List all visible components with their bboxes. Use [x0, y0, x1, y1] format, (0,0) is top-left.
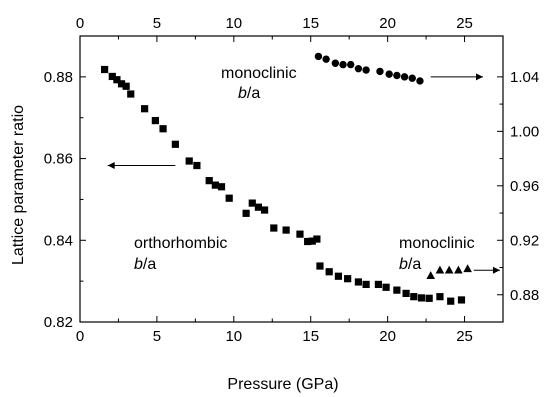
y-right-tick-label: 1.00 [510, 123, 539, 140]
square-point [457, 296, 466, 304]
circle-point [393, 71, 401, 80]
circle-point [339, 60, 347, 69]
annotation-monoclinic-bottom-ratio: b/a [399, 256, 421, 273]
square-point [362, 280, 370, 289]
x-tick-label-bottom: 20 [379, 328, 396, 345]
square-point [171, 140, 179, 148]
square-point [304, 237, 312, 246]
square-point [254, 203, 263, 211]
square-point [270, 224, 278, 232]
square-point [205, 177, 213, 185]
square-point [193, 161, 201, 170]
square-point [402, 289, 410, 297]
y-right-tick-label: 0.96 [510, 178, 539, 195]
axis-ticks: 0 0 5 5 10 10 15 15 20 20 25 25 0.82 0.84 0.86 0.88 0.88… [44, 15, 539, 345]
square-point [151, 116, 159, 125]
y-left-tick-label: 0.88 [44, 69, 73, 86]
x-tick-label-bottom: 0 [76, 328, 84, 345]
triangle-point [454, 265, 463, 274]
square-point [248, 199, 256, 207]
square-point [316, 262, 324, 270]
circle-point [322, 55, 330, 63]
x-tick-label-top: 0 [76, 15, 84, 32]
square-point [325, 268, 333, 276]
triangle-point [463, 264, 472, 273]
circle-point [314, 52, 323, 61]
square-point [417, 294, 426, 302]
annotation-orthorhombic-ratio: b/a [134, 256, 156, 273]
y-left-tick-label: 0.84 [44, 232, 73, 249]
arrow-monoclinic-top-right-head [476, 73, 484, 81]
x-axis-title: Pressure (GPa) [227, 376, 338, 393]
circle-point [354, 64, 363, 73]
square-point [242, 209, 250, 217]
plot-frame [79, 35, 504, 323]
square-point [344, 275, 352, 283]
arrow-orthorhombic-left-head [107, 162, 115, 170]
triangle-point [435, 265, 445, 274]
square-point [410, 293, 418, 301]
x-tick-label-bottom: 5 [153, 328, 161, 345]
square-point [260, 206, 269, 214]
arrow-monoclinic-bottom-right-head [492, 266, 500, 274]
circle-point [376, 67, 384, 76]
square-point [113, 76, 121, 84]
square-point [101, 65, 109, 74]
square-point [211, 181, 219, 189]
y-axis-left-title: Lattice parameter ratio [10, 105, 27, 265]
square-point [354, 278, 363, 286]
circle-point [400, 73, 409, 81]
square-point [225, 194, 233, 202]
square-point [447, 297, 455, 305]
x-tick-label-top: 5 [153, 15, 161, 32]
data-marks [101, 52, 472, 305]
circle-point [385, 70, 393, 78]
square-point [108, 72, 116, 81]
annotation-monoclinic-top-ratio: b/a [238, 85, 260, 102]
x-tick-label-bottom: 25 [456, 328, 473, 345]
square-point [117, 80, 126, 88]
square-point [217, 183, 226, 191]
x-tick-label-top: 15 [302, 15, 319, 32]
circle-point [416, 77, 424, 85]
square-point [313, 235, 321, 243]
x-tick-label-bottom: 15 [302, 328, 319, 345]
square-point [282, 226, 290, 234]
y-right-tick-label: 1.04 [510, 69, 539, 86]
square-point [382, 283, 390, 291]
x-tick-label-top: 25 [456, 15, 473, 32]
circle-point [408, 74, 416, 82]
square-point [122, 82, 130, 90]
x-tick-label-top: 20 [379, 15, 396, 32]
square-point [159, 125, 167, 133]
square-point [141, 105, 149, 113]
y-right-tick-label: 0.92 [510, 232, 539, 249]
annotation-monoclinic-bottom: monoclinic [399, 235, 475, 252]
square-point [436, 293, 444, 301]
square-point [127, 90, 135, 98]
triangle-point [444, 265, 454, 274]
x-tick-label-top: 10 [225, 15, 242, 32]
square-point [425, 294, 433, 302]
square-point [308, 237, 316, 245]
x-tick-label-bottom: 10 [225, 328, 242, 345]
circle-point [362, 66, 370, 74]
square-point [334, 272, 343, 280]
square-point [296, 230, 304, 238]
triangle-point [426, 271, 436, 279]
y-right-tick-label: 0.88 [510, 287, 539, 304]
plot-border [79, 35, 504, 323]
series-arrows [107, 73, 500, 274]
square-point [374, 280, 383, 289]
circle-point [331, 59, 340, 67]
square-point [393, 286, 401, 294]
y-left-tick-label: 0.82 [44, 314, 73, 331]
circle-point [347, 60, 355, 69]
square-point [185, 157, 193, 165]
annotation-orthorhombic: orthorhombic [134, 235, 227, 252]
y-left-tick-label: 0.86 [44, 151, 73, 168]
annotation-monoclinic-top: monoclinic [221, 65, 297, 82]
